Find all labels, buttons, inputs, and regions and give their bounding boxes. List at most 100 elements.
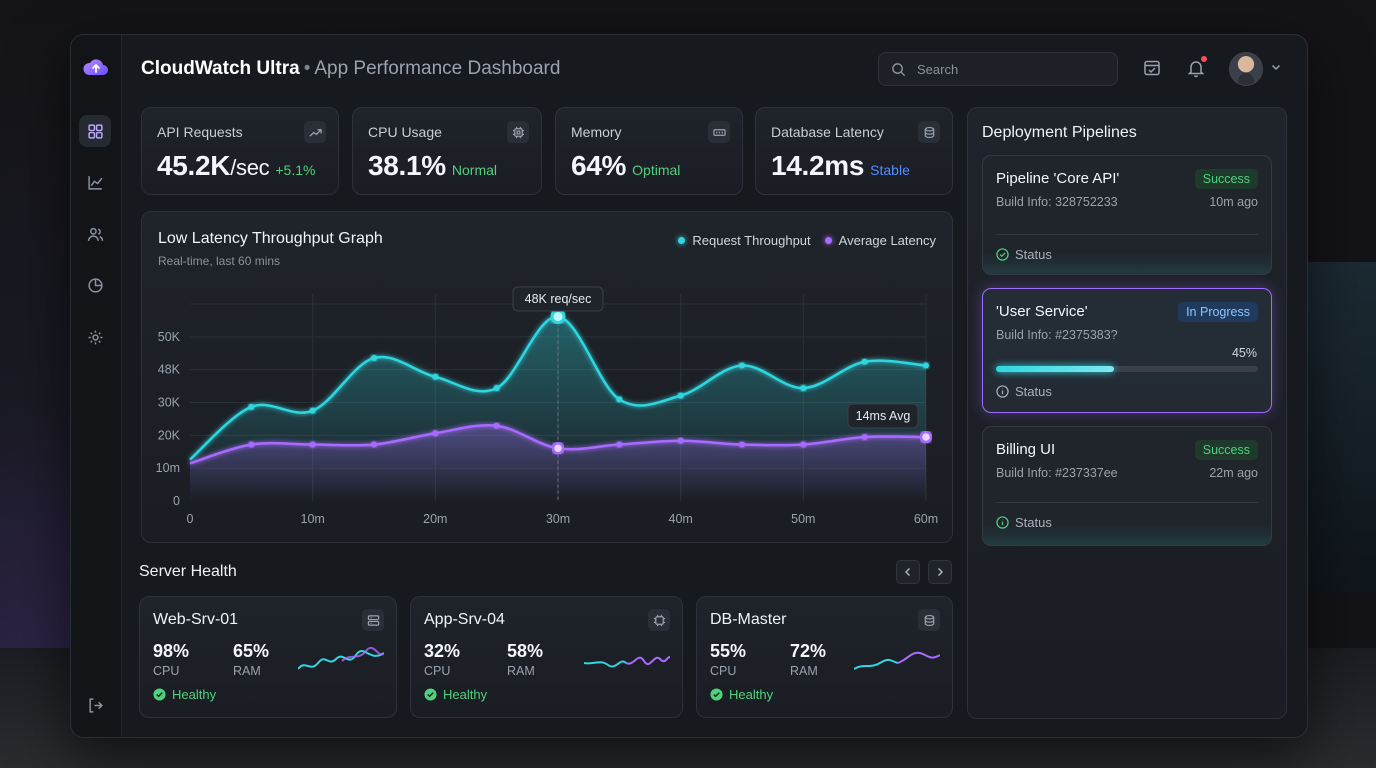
cloud-logo-icon <box>83 59 108 75</box>
data-point <box>616 396 623 403</box>
chart-legend: Request Throughput Average Latency <box>678 233 936 248</box>
data-point <box>739 441 745 448</box>
logout-button[interactable] <box>79 689 111 721</box>
sidebar-item-users[interactable] <box>79 218 111 250</box>
check-circle-icon <box>710 688 723 701</box>
card-glow <box>983 525 1271 545</box>
data-point <box>861 358 868 365</box>
divider <box>996 234 1258 235</box>
deployment-pipelines-panel: Deployment Pipelines Pipeline 'Core API'… <box>967 107 1287 719</box>
info-circle-icon <box>996 516 1009 529</box>
x-tick-label: 50m <box>791 512 815 526</box>
stat-note: Normal <box>451 162 498 178</box>
data-point <box>493 385 500 392</box>
data-point <box>677 392 684 399</box>
build-info: Build Info: 328752233 <box>996 195 1118 209</box>
pipeline-status[interactable]: Status <box>996 384 1052 399</box>
chart-subtitle: Real-time, last 60 mins <box>158 254 281 268</box>
bell-icon[interactable] <box>1186 58 1206 78</box>
pipeline-time: 22m ago <box>1209 466 1258 480</box>
tooltip-avg: 14ms Avg <box>856 409 911 423</box>
data-point <box>493 422 500 429</box>
data-point <box>432 373 439 380</box>
pipeline-name: Pipeline 'Core API' <box>996 170 1120 187</box>
ram-metric: 72% RAM <box>790 641 827 678</box>
title-separator: • <box>303 58 311 79</box>
pipeline-time: 10m ago <box>1209 195 1258 209</box>
stat-value: 45.2K/sec +5.1% <box>157 150 316 181</box>
server-card-db-master[interactable]: DB-Master 55% CPU 72% RAM Healthy <box>696 596 953 718</box>
search-box[interactable] <box>878 52 1118 86</box>
chevron-down-icon[interactable] <box>1270 61 1282 73</box>
stat-value: 64% Optimal <box>571 150 681 181</box>
sidebar-item-reports[interactable] <box>79 269 111 301</box>
stat-note: +5.1% <box>275 162 316 178</box>
stat-note: Stable <box>870 162 910 178</box>
pipeline-status[interactable]: Status <box>996 515 1052 530</box>
tooltip-avg-box <box>847 403 919 429</box>
server-card-app-srv-04[interactable]: App-Srv-04 32% CPU 58% RAM Healthy <box>410 596 683 718</box>
data-point <box>800 385 807 392</box>
cpu-metric: 32% CPU <box>424 641 461 678</box>
data-point <box>923 362 929 369</box>
sparkline <box>298 646 384 670</box>
latency-marker <box>551 442 565 455</box>
progress-percent: 45% <box>1231 346 1257 360</box>
chart-title: Low Latency Throughput Graph <box>158 230 383 247</box>
data-point <box>248 441 255 448</box>
database-icon <box>918 121 940 143</box>
build-info: Build Info: #2375383? <box>996 328 1118 342</box>
sidebar-item-settings[interactable] <box>79 321 111 353</box>
stat-label: API Requests <box>157 124 243 140</box>
page-title: CloudWatch Ultra • App Performance Dashboa… <box>141 58 560 80</box>
pipeline-core-api[interactable]: Pipeline 'Core API' Success Build Info: … <box>982 155 1272 275</box>
status-badge: In Progress <box>1178 302 1258 322</box>
server-name: Web-Srv-01 <box>153 611 239 628</box>
sidebar-item-dashboard[interactable] <box>79 115 111 147</box>
server-name: App-Srv-04 <box>424 611 505 628</box>
server-health-title: Server Health <box>139 563 237 580</box>
stat-card-database-latency: Database Latency 14.2ms Stable <box>755 107 953 195</box>
throughput-chart-card: Low Latency Throughput Graph Real-time, … <box>141 211 953 543</box>
x-tick-label: 60m <box>914 512 938 526</box>
sidebar-item-analytics[interactable] <box>79 166 111 198</box>
legend-item-throughput[interactable]: Request Throughput <box>678 233 811 248</box>
server-card-web-srv-01[interactable]: Web-Srv-01 98% CPU 65% RAM Healthy <box>139 596 397 718</box>
check-circle-icon <box>153 688 166 701</box>
pipeline-user-service[interactable]: 'User Service' In Progress Build Info: #… <box>982 288 1272 413</box>
build-info: Build Info: #237337ee <box>996 466 1118 480</box>
pie-chart-icon <box>87 277 103 293</box>
status-badge: Success <box>1194 169 1258 189</box>
data-point <box>432 430 439 437</box>
pipelines-title: Deployment Pipelines <box>982 124 1137 141</box>
stat-value: 14.2ms Stable <box>771 150 910 181</box>
chevron-left-icon <box>904 567 911 577</box>
x-tick-label: 0 <box>187 512 194 526</box>
server-next-button[interactable] <box>928 560 952 584</box>
card-glow <box>983 254 1271 274</box>
stat-label: Memory <box>571 124 622 140</box>
server-prev-button[interactable] <box>896 560 920 584</box>
chip-icon <box>648 609 670 631</box>
avatar[interactable] <box>1229 52 1263 86</box>
stat-label: Database Latency <box>771 124 884 140</box>
tooltip-peak: 48K req/sec <box>525 292 592 306</box>
memory-icon <box>708 121 730 143</box>
line-chart[interactable]: 48K req/sec 14ms Avg 0 10m 20m 30m 40m 50m 60m 0 1… <box>142 212 952 542</box>
check-circle-icon <box>424 688 437 701</box>
status-badge: Success <box>1194 440 1258 460</box>
search-input[interactable] <box>915 60 1109 78</box>
legend-item-latency[interactable]: Average Latency <box>824 233 936 248</box>
notification-dot <box>1201 56 1207 62</box>
gear-icon <box>88 330 102 344</box>
stat-note: Optimal <box>632 162 681 178</box>
data-point <box>248 403 255 410</box>
chip-icon <box>507 121 529 143</box>
pipeline-status[interactable]: Status <box>996 247 1052 262</box>
health-status: Healthy <box>424 687 487 702</box>
x-tick-label: 20m <box>423 512 447 526</box>
calendar-check-icon[interactable] <box>1142 58 1162 78</box>
pipeline-billing-ui[interactable]: Billing UI Success Build Info: #237337ee… <box>982 426 1272 546</box>
x-tick-label: 10m <box>301 512 325 526</box>
data-point <box>371 354 377 361</box>
